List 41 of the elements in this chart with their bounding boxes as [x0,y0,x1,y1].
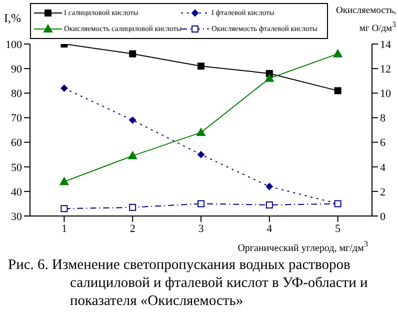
x-tick-label: 4 [266,222,273,235]
y2-tick-label: 8 [380,112,386,125]
y-tick-label: 50 [11,162,22,174]
point [198,151,204,158]
point [60,84,68,92]
y-tick-label: 80 [11,88,22,100]
x-tick-label: 1 [61,222,67,235]
y-tick-label: 60 [11,137,22,150]
point [196,128,206,136]
text: Рис. 6. Изменение светопропускания водных растворов салициловой и фталевой кислот в УФ-области и показателя «Окисляемость» [8,257,368,309]
y-axis-title: I,% [4,11,21,25]
y2-tick-label: 12 [380,63,391,76]
point [60,205,68,212]
point [266,201,273,208]
y-tick-label: 90 [11,63,22,76]
x-tick-label: 3 [198,222,204,235]
point [198,62,204,70]
y-tick-label: 40 [11,186,22,198]
point [129,50,136,58]
y-tick-label: 70 [11,112,22,125]
point [128,151,138,160]
y2-tick-label: 2 [380,186,386,198]
point [129,116,136,124]
point [60,177,69,186]
point [333,49,342,58]
x-axis-title: Органический углерод, мг/дм$^{3}$ [238,240,368,254]
y2-tick-label: 6 [380,137,386,150]
point [266,183,273,190]
x-tick-label: 2 [130,222,136,235]
y2-tick-label: 10 [380,88,392,100]
x-tick-label: 5 [335,222,342,235]
y2-tick-label: 0 [380,210,386,223]
point [198,200,204,208]
point [264,74,274,82]
y-tick-label: 30 [11,210,22,223]
y2-tick-label: 14 [380,38,392,51]
y2-tick-label: 4 [380,162,386,174]
y-tick-label: 100 [6,38,22,51]
point [129,204,136,211]
y2-axis-title: Окисляемость, мг О/дм$^{3}$ [336,6,396,34]
point [334,87,342,94]
